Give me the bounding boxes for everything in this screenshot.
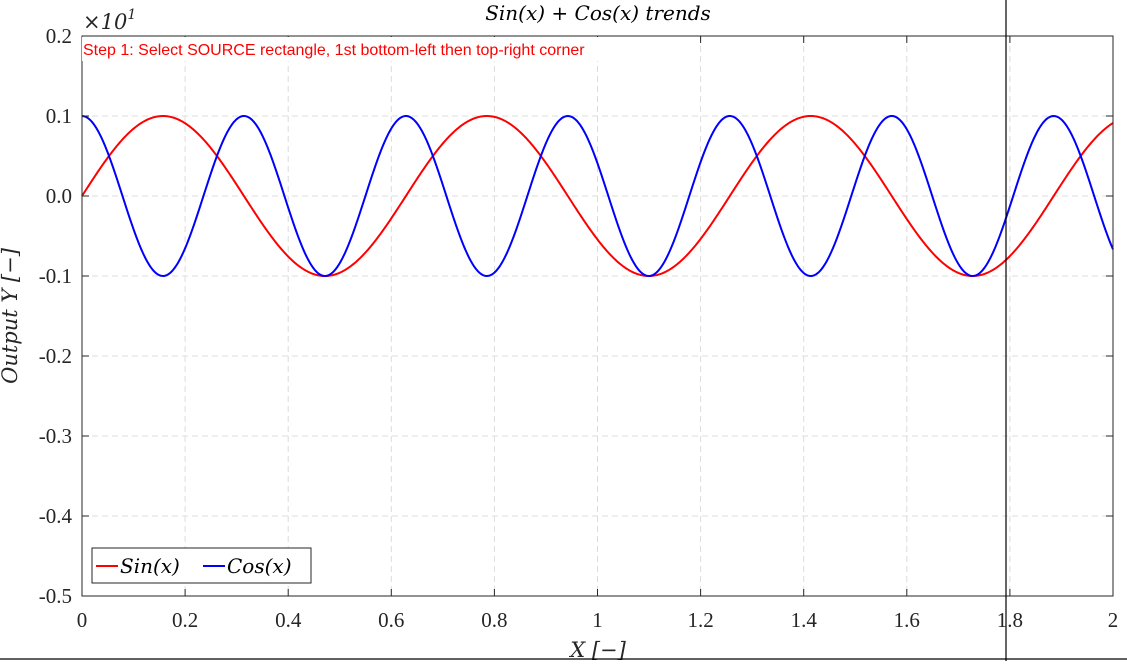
x-tick-label: 1.6 (894, 608, 920, 632)
x-tick-label: 1.4 (791, 608, 818, 632)
legend[interactable]: Sin(x) Cos(x) (91, 547, 312, 584)
x-tick-label: 0.2 (172, 608, 198, 632)
x-axis-label: X [−] (568, 638, 626, 661)
y-tick-label: -0.5 (39, 584, 72, 608)
legend-box (91, 547, 312, 584)
y-exponent-base: ×10 (83, 10, 127, 34)
x-tick-label: 1.2 (687, 608, 713, 632)
y-tick-label: -0.3 (39, 424, 72, 448)
y-tick-label: 0.2 (46, 24, 72, 48)
instruction-backdrop (82, 37, 674, 61)
instruction-text: Step 1: Select SOURCE rectangle, 1st bot… (83, 42, 585, 59)
series-line-cos-x (81, 114, 1114, 278)
y-tick-label: -0.2 (39, 344, 72, 368)
x-tick-label: 1.8 (997, 608, 1023, 632)
legend-label-cos: Cos(x) (227, 554, 292, 578)
series-lines (81, 114, 1114, 278)
grid (82, 36, 1113, 596)
x-tick-label: 2 (1108, 608, 1119, 632)
y-tick-label: 0.0 (46, 184, 72, 208)
chart-title: Sin(x) + Cos(x) trends (485, 1, 711, 25)
series-line-sin-x (81, 114, 1114, 278)
x-tick-label: 1 (592, 608, 603, 632)
y-axis-label: Output Y [−] (0, 247, 22, 384)
y-tick-label: -0.4 (39, 504, 73, 528)
y-exponent-label: ×101 (83, 7, 136, 34)
y-tick-label: 0.1 (46, 104, 72, 128)
x-tick-label: 0.4 (275, 608, 302, 632)
x-tick-label: 0.8 (481, 608, 507, 632)
y-exponent-power: 1 (127, 7, 136, 23)
y-tick-label: -0.1 (39, 264, 72, 288)
x-tick-label: 0.6 (378, 608, 404, 632)
x-tick-label: 0 (77, 608, 88, 632)
tick-labels: 0 0.2 0.4 0.6 0.8 1 1.2 1.4 1.6 1.8 2 0.2 0.1 0.0 -0.1… (39, 24, 1119, 632)
legend-label-sin: Sin(x) (120, 554, 180, 578)
